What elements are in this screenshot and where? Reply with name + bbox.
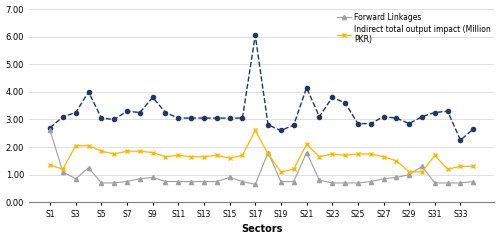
X-axis label: Sectors: Sectors <box>241 224 282 234</box>
Legend: Forward Linkages, Indirect total output impact (Million
PKR): Forward Linkages, Indirect total output … <box>334 10 494 47</box>
